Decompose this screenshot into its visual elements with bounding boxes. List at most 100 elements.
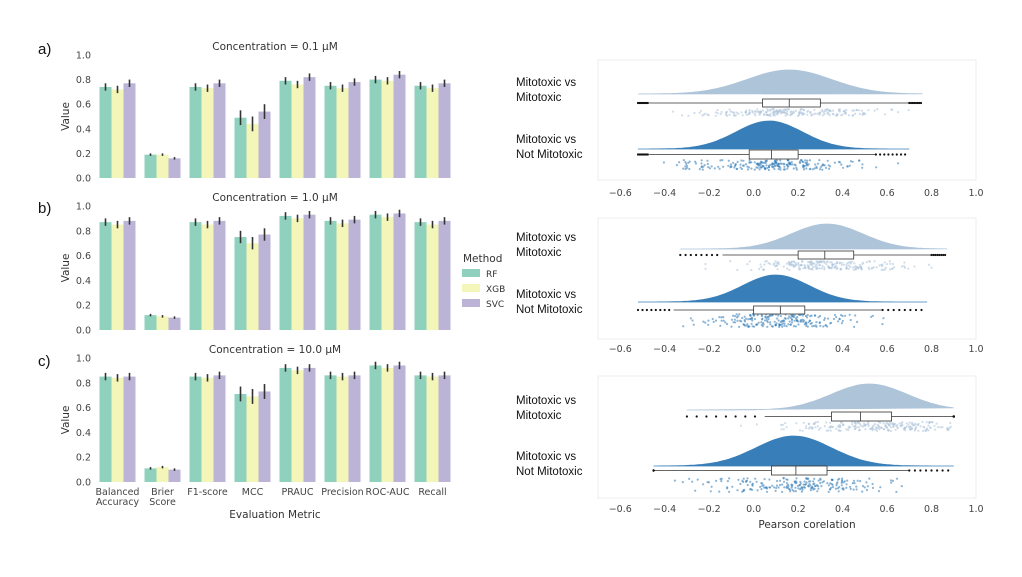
rain-point bbox=[720, 480, 723, 483]
rain-point bbox=[844, 111, 847, 114]
rain-point bbox=[737, 478, 740, 481]
rain-point bbox=[889, 268, 892, 271]
bar-rf-balanced-accuracy bbox=[99, 376, 112, 482]
rain-point bbox=[745, 317, 748, 320]
x-tick-label-recall: Recall bbox=[418, 487, 446, 498]
rain-point bbox=[900, 422, 903, 425]
rain-point bbox=[759, 485, 762, 488]
rain-point bbox=[692, 323, 695, 326]
x-tick-label-precision: Precision bbox=[321, 487, 363, 498]
outlier-point bbox=[646, 101, 649, 105]
rain-point bbox=[781, 483, 784, 486]
raincloud-chart-top: −0.6 −0.4 −0.2 0.0 0.2 0.4 0.6 0.8 1.0 Mitotoxic … bbox=[516, 59, 984, 199]
rain-point bbox=[709, 490, 712, 493]
rain-point bbox=[856, 426, 859, 429]
rain-point bbox=[813, 167, 816, 170]
bar-svc-roc-auc bbox=[393, 365, 406, 482]
bar-xgb-balanced-accuracy bbox=[111, 377, 124, 482]
rain-point bbox=[789, 490, 792, 493]
x-tick-label-roc-auc: ROC-AUC bbox=[365, 487, 409, 498]
rain-point bbox=[743, 315, 746, 318]
outlier-point bbox=[695, 415, 698, 418]
rain-point bbox=[891, 262, 895, 266]
rain-point bbox=[704, 262, 707, 266]
rain-point bbox=[778, 324, 781, 327]
rain-point bbox=[844, 314, 847, 317]
rain-point bbox=[825, 421, 828, 424]
rain-point bbox=[823, 318, 826, 322]
rain-point bbox=[833, 313, 837, 317]
box bbox=[797, 250, 855, 260]
rain-point bbox=[803, 264, 806, 267]
rain-point bbox=[797, 261, 800, 265]
rain-point bbox=[889, 426, 892, 429]
rain-point bbox=[813, 314, 817, 317]
rain-point bbox=[725, 110, 729, 113]
x-tick-label: 0.2 bbox=[791, 504, 806, 515]
panel-label-a: a) bbox=[38, 41, 51, 58]
rain-point bbox=[838, 161, 842, 164]
rain-point bbox=[786, 159, 789, 162]
rain-point bbox=[691, 480, 694, 483]
rain-point bbox=[714, 114, 717, 117]
rain-point bbox=[867, 424, 870, 428]
bar-rf-roc-auc bbox=[369, 79, 382, 178]
outlier-point bbox=[932, 253, 935, 257]
rain-point bbox=[764, 159, 767, 162]
rain-point bbox=[873, 260, 876, 263]
rain-point bbox=[851, 114, 854, 117]
rain-point bbox=[917, 422, 920, 425]
rain-point bbox=[948, 426, 951, 429]
rain-point bbox=[779, 315, 782, 318]
rain-point bbox=[889, 479, 893, 482]
rain-point bbox=[798, 112, 801, 115]
rain-point bbox=[768, 478, 771, 481]
rain-point bbox=[786, 110, 789, 113]
rain-point bbox=[868, 268, 871, 271]
bar-xgb-recall bbox=[426, 224, 439, 330]
rain-point bbox=[726, 487, 729, 490]
rain-point bbox=[808, 319, 811, 322]
bar-rf-precision bbox=[324, 375, 337, 482]
rain-point bbox=[817, 485, 820, 488]
rain-point bbox=[861, 113, 864, 116]
rain-point bbox=[749, 314, 752, 317]
bar-svc-roc-auc bbox=[393, 74, 406, 178]
rain-point bbox=[767, 315, 770, 318]
x-tick-label-mcc: MCC bbox=[242, 487, 264, 498]
rain-point bbox=[838, 486, 841, 489]
rain-point bbox=[814, 324, 817, 327]
rain-point bbox=[851, 109, 854, 112]
rain-point bbox=[736, 319, 739, 322]
rain-point bbox=[733, 166, 736, 169]
rain-point bbox=[741, 479, 744, 482]
rain-point bbox=[939, 426, 942, 429]
x-tick-label: 0.4 bbox=[835, 188, 850, 199]
y-tick-label: 0.8 bbox=[76, 75, 91, 86]
rain-point bbox=[768, 108, 771, 111]
rain-point bbox=[802, 421, 805, 424]
bar-svc-mcc bbox=[258, 234, 271, 330]
rain-point bbox=[838, 110, 842, 113]
rain-point bbox=[829, 110, 832, 113]
rain-point bbox=[773, 165, 776, 168]
rain-point bbox=[845, 486, 848, 489]
rain-point bbox=[794, 164, 797, 167]
rain-point bbox=[840, 421, 843, 424]
rain-point bbox=[893, 266, 896, 269]
rain-point bbox=[914, 427, 917, 430]
rain-point bbox=[831, 478, 834, 482]
rain-point bbox=[949, 421, 952, 425]
bar-svc-roc-auc bbox=[393, 213, 406, 330]
rain-point bbox=[796, 484, 800, 487]
rain-point bbox=[777, 167, 780, 171]
rain-point bbox=[797, 323, 800, 326]
rain-point bbox=[774, 489, 777, 492]
rain-point bbox=[882, 422, 885, 425]
rain-point bbox=[794, 317, 798, 320]
rain-point bbox=[756, 108, 759, 111]
rain-point bbox=[832, 113, 835, 116]
rain-point bbox=[783, 168, 787, 171]
rain-point bbox=[924, 429, 928, 433]
density-curve bbox=[686, 383, 954, 411]
